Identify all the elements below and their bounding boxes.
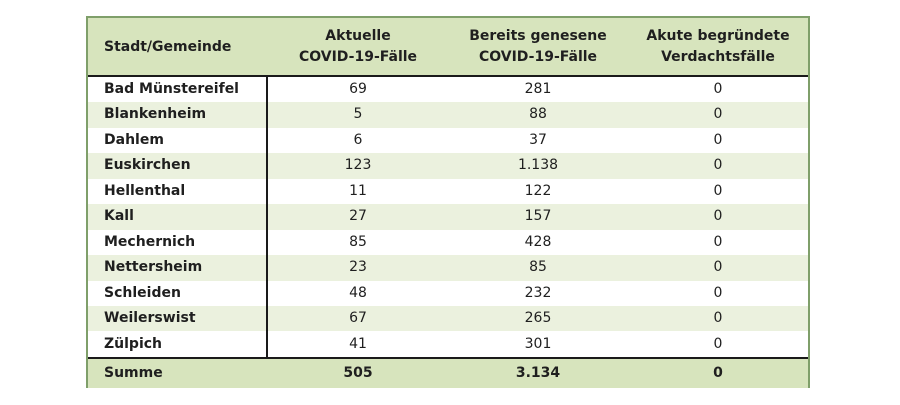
table-row: Dahlem 6 37 0 [88, 128, 808, 153]
header-genesen-line2: COVID-19-Fälle [478, 49, 598, 65]
row-stadt: Hellenthal [104, 182, 186, 199]
total-verdacht: 0 [713, 365, 723, 381]
row-genesen: 1.138 [517, 157, 559, 174]
table-row: Nettersheim 23 85 0 [88, 255, 808, 281]
table-row: Kall 27 157 0 [88, 204, 808, 230]
header-aktuelle-line2: COVID-19-Fälle [298, 49, 418, 65]
row-verdacht: 0 [713, 182, 723, 199]
total-row: Summe 505 3.134 0 [88, 357, 808, 388]
row-verdacht: 0 [713, 335, 723, 352]
row-stadt: Blankenheim [104, 106, 207, 123]
total-aktuell: 505 [343, 365, 373, 381]
row-stadt: Nettersheim [104, 259, 203, 276]
first-column-divider [266, 77, 268, 358]
row-genesen: 428 [524, 233, 552, 250]
table-row: Blankenheim 5 88 0 [88, 102, 808, 128]
row-genesen: 122 [524, 182, 552, 199]
row-verdacht: 0 [713, 131, 723, 148]
row-stadt: Mechernich [104, 233, 196, 250]
row-genesen: 265 [524, 310, 552, 327]
row-aktuell: 23 [349, 259, 367, 276]
row-aktuell: 48 [349, 284, 367, 301]
row-stadt: Weilerswist [104, 310, 196, 327]
table-row: Euskirchen 123 1.138 0 [88, 153, 808, 179]
row-verdacht: 0 [713, 208, 723, 225]
row-stadt: Bad Münstereifel [104, 81, 239, 97]
row-genesen: 157 [524, 208, 552, 225]
row-genesen: 232 [524, 284, 552, 301]
table-row: Bad Münstereifel 69 281 0 [88, 77, 808, 102]
table-row: Hellenthal 11 122 0 [88, 179, 808, 204]
row-stadt: Euskirchen [104, 157, 191, 174]
total-label: Summe [104, 365, 163, 381]
row-stadt: Dahlem [104, 131, 164, 148]
row-stadt: Zülpich [104, 335, 163, 352]
header-stadt-gemeinde: Stadt/Gemeinde [104, 39, 232, 55]
row-stadt: Kall [104, 208, 134, 225]
table-body: Bad Münstereifel 69 281 0 Blankenheim 5 88 0 Dah… [88, 77, 808, 357]
header-verdacht-line1: Akute begründete [646, 28, 790, 44]
row-genesen: 281 [524, 81, 552, 97]
table-row: Schleiden 48 232 0 [88, 281, 808, 306]
row-verdacht: 0 [713, 81, 723, 97]
row-aktuell: 85 [349, 233, 367, 250]
row-aktuell: 5 [353, 106, 363, 123]
table-row: Zülpich 41 301 0 [88, 332, 808, 357]
row-genesen: 88 [529, 106, 547, 123]
row-aktuell: 69 [349, 81, 367, 97]
row-aktuell: 67 [349, 310, 367, 327]
table-row: Mechernich 85 428 0 [88, 230, 808, 255]
row-aktuell: 123 [344, 157, 372, 174]
header-genesen-line1: Bereits genesene [469, 28, 607, 44]
row-genesen: 85 [529, 259, 547, 276]
table-header: Stadt/Gemeinde Aktuelle COVID-19-Fälle B… [88, 18, 808, 77]
total-genesen: 3.134 [515, 365, 561, 381]
row-verdacht: 0 [713, 284, 723, 301]
row-verdacht: 0 [713, 310, 723, 327]
row-stadt: Schleiden [104, 284, 181, 301]
row-aktuell: 6 [353, 131, 363, 148]
row-aktuell: 27 [349, 208, 367, 225]
row-genesen: 301 [524, 335, 552, 352]
row-aktuell: 11 [349, 182, 367, 199]
header-verdacht-line2: Verdachtsfälle [661, 49, 775, 65]
covid-cases-table: Stadt/Gemeinde Aktuelle COVID-19-Fälle B… [86, 16, 810, 388]
row-aktuell: 41 [349, 335, 367, 352]
header-aktuelle-line1: Aktuelle [325, 28, 391, 44]
row-verdacht: 0 [713, 157, 723, 174]
table-row: Weilerswist 67 265 0 [88, 306, 808, 332]
row-verdacht: 0 [713, 233, 723, 250]
row-verdacht: 0 [713, 106, 723, 123]
row-genesen: 37 [529, 131, 547, 148]
row-verdacht: 0 [713, 259, 723, 276]
